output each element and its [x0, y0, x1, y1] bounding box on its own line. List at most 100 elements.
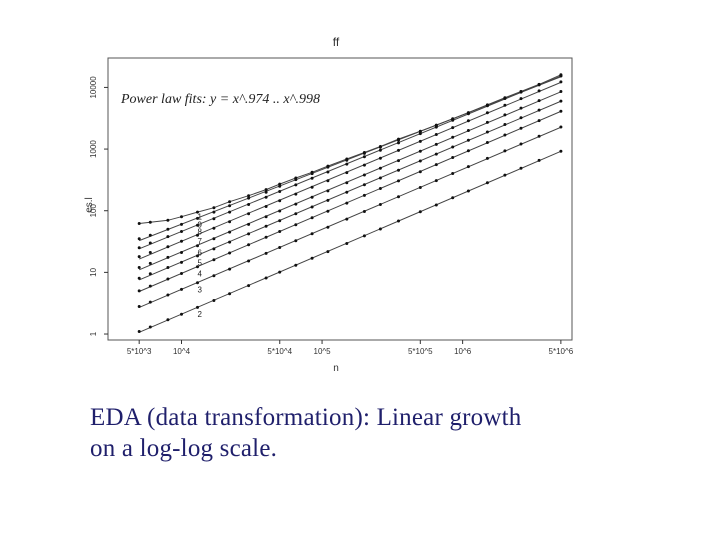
data-point [362, 173, 366, 177]
x-axis: 5*10^3 10^4 5*10^4 10^5 5*10^5 10^6 5*10^6 [127, 340, 574, 356]
data-point [466, 138, 470, 142]
data-point [247, 222, 251, 226]
data-point [559, 90, 563, 93]
data-point [559, 74, 563, 78]
data-point [345, 181, 349, 185]
data-point [310, 205, 314, 209]
data-point [434, 203, 438, 207]
data-points [137, 73, 563, 333]
data-point [503, 173, 507, 177]
data-point [228, 210, 232, 214]
data-point [196, 244, 199, 248]
data-point [212, 237, 216, 241]
data-point [264, 235, 268, 239]
data-point [137, 305, 141, 308]
data-point [378, 166, 382, 170]
data-point [559, 109, 563, 113]
data-point [519, 116, 523, 120]
data-point [418, 210, 422, 214]
data-point [362, 193, 366, 197]
data-point [397, 138, 400, 142]
data-point [137, 255, 141, 259]
y-axis: 1 10 100 1000 10000 [89, 76, 108, 336]
data-point [418, 186, 422, 189]
y-axis-label: es.l [84, 197, 95, 213]
data-point [466, 149, 470, 153]
data-point [519, 90, 523, 94]
data-point [326, 250, 330, 254]
y-tick-label: 1 [89, 331, 98, 336]
data-point [247, 259, 251, 263]
data-point [326, 198, 330, 202]
data-point [451, 172, 455, 175]
data-point [378, 187, 382, 190]
data-point [345, 201, 349, 205]
fit-lines [138, 74, 562, 333]
data-point [196, 254, 199, 258]
data-point [166, 293, 170, 297]
data-point [212, 217, 216, 221]
data-point [278, 219, 282, 223]
data-point [212, 299, 216, 302]
data-point [180, 312, 183, 316]
caption-line-1: EDA (data transformation): Linear growth [90, 404, 522, 431]
y-tick-label: 10000 [89, 76, 98, 99]
series-label: 2 [197, 310, 202, 319]
data-point [451, 126, 455, 130]
data-point [196, 265, 199, 269]
data-point [180, 222, 183, 226]
data-point [310, 172, 314, 176]
data-point [247, 284, 251, 288]
data-point [148, 284, 152, 288]
data-point [278, 190, 282, 193]
data-point [519, 106, 523, 110]
data-point [503, 133, 507, 137]
data-point [485, 120, 489, 124]
chart-title: ff [333, 35, 340, 49]
series-label: 4 [197, 269, 202, 278]
data-point [228, 200, 232, 204]
data-point [166, 235, 170, 239]
data-point [228, 292, 232, 296]
x-tick-label: 5*10^4 [267, 347, 292, 356]
data-point [345, 217, 349, 221]
data-point [326, 189, 330, 193]
data-point [362, 151, 366, 155]
data-point [434, 142, 438, 146]
data-point [378, 145, 382, 149]
data-point [180, 251, 183, 254]
data-point [137, 246, 141, 250]
data-point [310, 216, 314, 220]
data-point [310, 195, 314, 199]
x-tick-label: 5*10^5 [408, 347, 433, 356]
y-tick-label: 10 [89, 267, 98, 276]
data-point [212, 258, 216, 262]
data-point [519, 166, 523, 170]
x-tick-label: 5*10^6 [549, 347, 574, 356]
data-point [485, 181, 489, 185]
data-point [264, 215, 268, 219]
data-point [212, 247, 216, 251]
data-point [264, 195, 268, 199]
x-tick-label: 10^4 [173, 347, 191, 356]
data-point [326, 225, 330, 229]
fit-line [138, 110, 562, 292]
data-point [362, 163, 366, 167]
power-law-annotation: Power law fits: y = x^.974 .. x^.998 [120, 92, 320, 107]
data-point [196, 233, 199, 237]
data-point [310, 232, 314, 236]
data-point [451, 156, 455, 159]
data-point [228, 220, 232, 224]
fit-line [138, 75, 562, 250]
data-point [397, 219, 400, 223]
series-label: 9 [197, 220, 202, 229]
data-point [278, 230, 282, 233]
data-point [362, 210, 366, 213]
data-point [166, 218, 170, 222]
fit-line [138, 81, 562, 260]
data-point [537, 119, 541, 123]
data-point [180, 272, 183, 275]
data-point [247, 212, 251, 216]
